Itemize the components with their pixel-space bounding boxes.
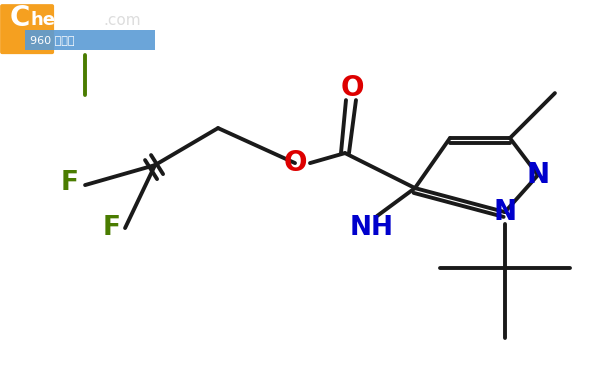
FancyBboxPatch shape: [0, 4, 54, 54]
Text: O: O: [283, 149, 307, 177]
Text: 960: 960: [67, 10, 108, 30]
Text: NH: NH: [350, 215, 394, 241]
Text: C: C: [10, 4, 30, 32]
Text: hem: hem: [30, 11, 74, 29]
Text: F: F: [61, 170, 79, 196]
Text: F: F: [103, 215, 121, 241]
Text: O: O: [340, 74, 364, 102]
Text: N: N: [493, 198, 517, 226]
Text: 960 化工网: 960 化工网: [30, 35, 74, 45]
Text: N: N: [526, 161, 549, 189]
FancyBboxPatch shape: [25, 30, 155, 50]
Text: .com: .com: [103, 13, 141, 28]
